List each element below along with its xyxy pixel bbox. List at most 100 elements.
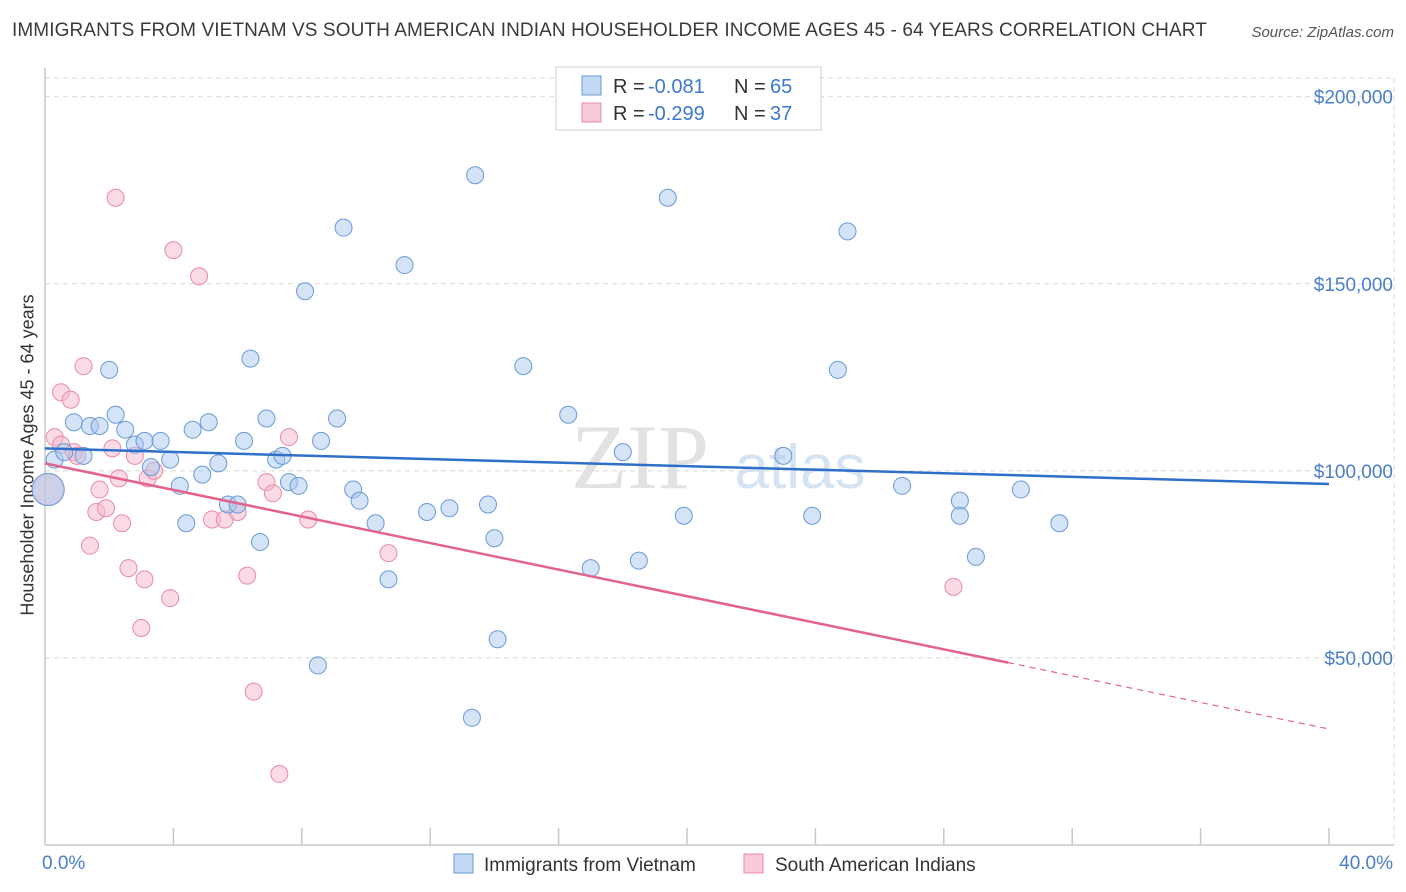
- pink-point-29: [244, 682, 263, 701]
- blue-point-37: [366, 514, 385, 533]
- legend-n-label-1: N =: [734, 76, 766, 98]
- blue-point-13: [151, 431, 170, 450]
- blue-point-50: [613, 443, 632, 462]
- blue-point-46: [488, 630, 507, 649]
- bottom-legend-pink-label: South American Indians: [775, 855, 976, 876]
- blue-point-26: [257, 409, 276, 428]
- pink-point-36: [944, 577, 963, 596]
- blue-point-4: [74, 446, 93, 465]
- blue-point-8: [106, 405, 125, 424]
- legend-pink-swatch: [581, 102, 602, 123]
- blue-point-38: [379, 570, 398, 589]
- blue-point-31: [296, 282, 315, 301]
- pink-point-24: [190, 267, 209, 286]
- pink-trend-line: [44, 462, 1009, 664]
- legend-n-value-1: 65: [770, 76, 792, 98]
- blue-point-2: [55, 443, 74, 462]
- blue-point-57: [838, 222, 857, 241]
- pink-point-31: [263, 484, 282, 503]
- blue-point-12: [141, 458, 160, 477]
- pink-point-12: [113, 514, 132, 533]
- blue-point-18: [193, 465, 212, 484]
- blue-point-59: [950, 491, 969, 510]
- blue-point-17: [183, 420, 202, 439]
- legend-n-label-2: N =: [734, 103, 766, 125]
- blue-point-6: [90, 416, 109, 435]
- bottom-legend-blue-label: Immigrants from Vietnam: [484, 855, 696, 876]
- source-credit: Source: ZipAtlas.com: [1251, 24, 1394, 41]
- blue-point-56: [828, 360, 847, 379]
- blue-point-7: [100, 360, 119, 379]
- bottom-legend-blue-swatch: [453, 853, 474, 874]
- x-tick-labels: 0.0% 40.0%: [42, 853, 1393, 874]
- blue-point-44: [478, 495, 497, 514]
- blue-point-40: [417, 503, 436, 522]
- blue-point-33: [328, 409, 347, 428]
- pink-point-35: [379, 544, 398, 563]
- y-tick-label-1: $100,000: [1314, 462, 1393, 483]
- legend-r-label-1: R =: [613, 76, 645, 98]
- blue-point-54: [774, 446, 793, 465]
- blue-point-55: [803, 506, 822, 525]
- blue-point-43: [466, 166, 485, 185]
- blue-point-51: [629, 551, 648, 570]
- pink-point-10: [103, 439, 122, 458]
- pink-point-8: [90, 480, 109, 499]
- pink-point-19: [161, 589, 180, 608]
- blue-point-11: [135, 431, 154, 450]
- blue-point-62: [1011, 480, 1030, 499]
- blue-point-23: [235, 431, 254, 450]
- pink-point-20: [164, 241, 183, 260]
- blue-point-34: [334, 218, 353, 237]
- chart-title: IMMIGRANTS FROM VIETNAM VS SOUTH AMERICA…: [12, 20, 1207, 41]
- blue-point-48: [559, 405, 578, 424]
- legend-blue-swatch: [581, 75, 602, 96]
- pink-point-28: [238, 566, 257, 585]
- legend-n-value-2: 37: [770, 103, 792, 125]
- pink-trend-extension: [1007, 662, 1330, 730]
- y-tick-label-3: $200,000: [1314, 88, 1393, 109]
- watermark-zip: ZIP: [571, 406, 709, 508]
- y-tick-label-0: $50,000: [1324, 649, 1393, 670]
- legend-r-label-2: R =: [613, 103, 645, 125]
- blue-point-3: [64, 413, 83, 432]
- pink-point-6: [80, 536, 99, 555]
- watermark: ZIP atlas: [571, 406, 865, 508]
- y-tick-labels: $50,000 $100,000 $150,000 $200,000: [1314, 88, 1393, 670]
- blue-point-45: [485, 529, 504, 548]
- blue-trend-line: [44, 447, 1330, 486]
- blue-point-16: [177, 514, 196, 533]
- legend-box: R = -0.081 N = 65 R = -0.299 N = 37: [555, 66, 822, 131]
- blue-point-39: [395, 256, 414, 275]
- bottom-legend-pink-swatch: [743, 853, 764, 874]
- pink-point-16: [135, 570, 154, 589]
- blue-point-19: [199, 413, 218, 432]
- pink-point-22: [61, 390, 80, 409]
- gridlines: [45, 77, 1395, 845]
- blue-point-30: [289, 476, 308, 495]
- blue-point-52: [658, 188, 677, 207]
- blue-point-32: [312, 431, 331, 450]
- blue-point-61: [966, 547, 985, 566]
- x-tick-label-max: 40.0%: [1339, 853, 1393, 874]
- blue-point-0: [31, 473, 65, 507]
- pink-point-9: [96, 499, 115, 518]
- blue-point-25: [251, 532, 270, 551]
- pink-point-33: [279, 428, 298, 447]
- pink-point-15: [132, 618, 151, 637]
- blue-point-60: [950, 506, 969, 525]
- blue-point-41: [440, 499, 459, 518]
- pink-point-13: [119, 559, 138, 578]
- blue-point-58: [893, 476, 912, 495]
- blue-point-24: [241, 349, 260, 368]
- legend-r-value-2: -0.299: [648, 103, 705, 125]
- blue-point-9: [116, 420, 135, 439]
- x-tick-label-min: 0.0%: [42, 853, 85, 874]
- pink-point-5: [74, 357, 93, 376]
- blue-point-64: [308, 656, 327, 675]
- axes: [44, 68, 1394, 846]
- pink-point-32: [270, 764, 289, 783]
- blue-point-20: [209, 454, 228, 473]
- y-tick-label-2: $150,000: [1314, 275, 1393, 296]
